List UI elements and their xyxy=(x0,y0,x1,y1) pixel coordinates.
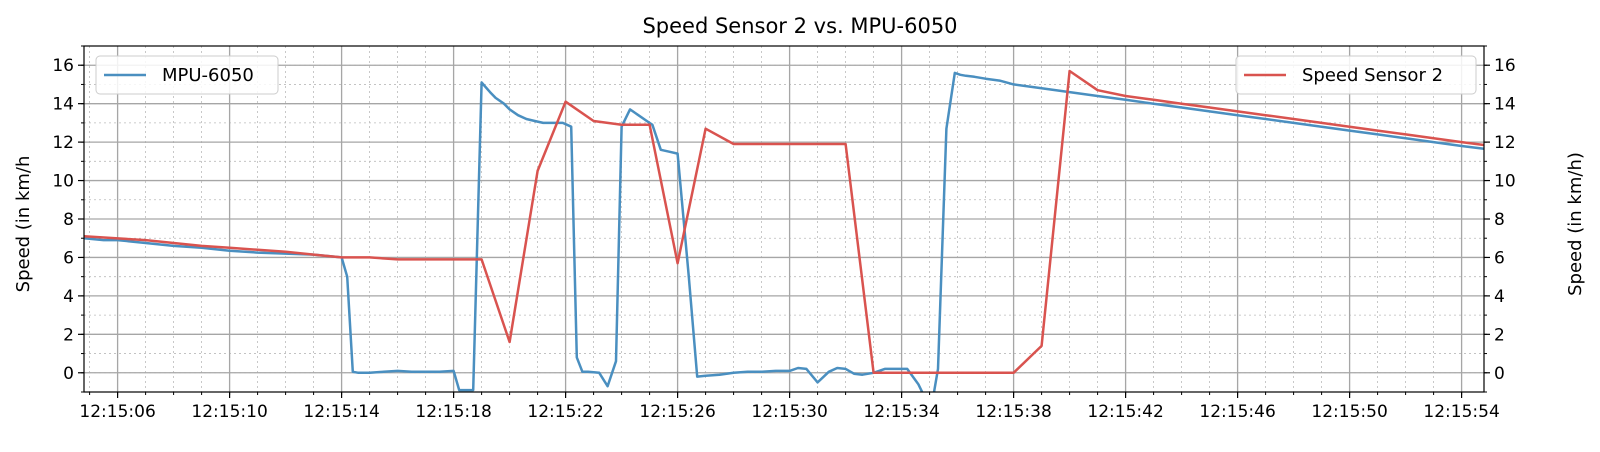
y-tick-label-left: 10 xyxy=(52,172,74,192)
x-tick-label: 12:15:22 xyxy=(527,402,603,422)
y-tick-label-left: 6 xyxy=(63,248,74,268)
series-line-speed-sensor-2 xyxy=(84,69,1484,375)
y-tick-label-left: 2 xyxy=(63,325,74,345)
x-tick-label: 12:15:38 xyxy=(975,402,1051,422)
y-tick-label-left: 16 xyxy=(52,56,74,76)
y-tick-label-right: 6 xyxy=(1494,248,1505,268)
x-tick-label: 12:15:18 xyxy=(415,402,491,422)
x-tick-label: 12:15:46 xyxy=(1199,402,1275,422)
y-axis-label-left: Speed (in km/h xyxy=(13,156,34,293)
y-tick-label-right: 16 xyxy=(1494,56,1516,76)
legend-label: Speed Sensor 2 xyxy=(1302,65,1443,86)
y-tick-label-right: 0 xyxy=(1494,364,1505,384)
x-tick-label: 12:15:34 xyxy=(863,402,939,422)
y-tick-label-left: 12 xyxy=(52,133,74,153)
y-axis-label-right: Speed (in km/h) xyxy=(1565,152,1586,296)
chart-title: Speed Sensor 2 vs. MPU-6050 xyxy=(642,14,957,38)
y-tick-label-left: 4 xyxy=(63,287,74,307)
y-tick-label-right: 10 xyxy=(1494,172,1516,192)
series-line-mpu-6050 xyxy=(84,71,1484,392)
x-tick-label: 12:15:54 xyxy=(1423,402,1499,422)
legend-frame xyxy=(1235,55,1477,95)
y-tick-label-right: 2 xyxy=(1494,325,1505,345)
x-tick-label: 12:15:14 xyxy=(303,402,379,422)
axis-ticks: 12:15:06 12:15:10 12:15:14 12:15:18 12:15:22… xyxy=(52,45,1516,422)
y-tick-label-right: 12 xyxy=(1494,133,1516,153)
y-tick-label-left: 8 xyxy=(63,210,74,230)
legend-speed-sensor-2: Speed Sensor 2 xyxy=(1235,55,1477,95)
x-tick-label: 12:15:26 xyxy=(639,402,715,422)
grid xyxy=(84,45,1484,393)
y-tick-label-left: 0 xyxy=(63,364,74,384)
y-tick-label-right: 8 xyxy=(1494,210,1505,230)
x-tick-label: 12:15:42 xyxy=(1087,402,1163,422)
x-tick-label: 12:15:50 xyxy=(1311,402,1387,422)
x-tick-label: 12:15:06 xyxy=(79,402,155,422)
legend-mpu-6050: MPU-6050 xyxy=(95,55,279,95)
series-layer xyxy=(84,69,1484,392)
x-tick-label: 12:15:10 xyxy=(191,402,267,422)
y-tick-label-right: 14 xyxy=(1494,95,1516,115)
legend-label: MPU-6050 xyxy=(162,65,254,86)
x-tick-label: 12:15:30 xyxy=(751,402,827,422)
y-tick-label-left: 14 xyxy=(52,95,74,115)
legend-frame xyxy=(95,55,279,95)
y-tick-label-right: 4 xyxy=(1494,287,1505,307)
